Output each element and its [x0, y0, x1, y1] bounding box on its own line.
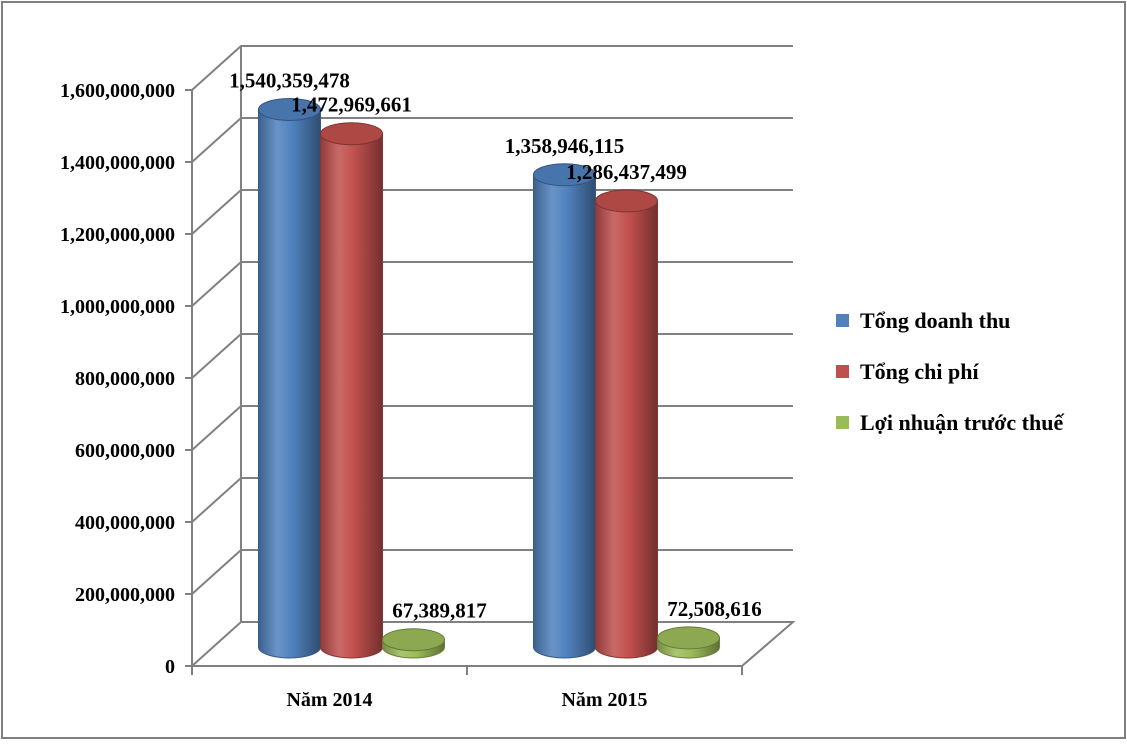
legend: Tổng doanh thu Tổng chi phí Lợi nhuận trướ… — [836, 308, 1064, 435]
bar-top — [258, 97, 321, 121]
y-tick-label: 0 — [165, 656, 175, 678]
y-tick-label: 600,000,000 — [75, 440, 175, 462]
data-label: 1,358,946,115 — [505, 134, 625, 158]
bar-top — [533, 163, 596, 187]
gridline — [191, 117, 793, 163]
bar-cylinder — [533, 163, 596, 659]
y-tick-label: 1,400,000,000 — [60, 152, 175, 174]
x-axis: Năm 2014 Năm 2015 — [191, 90, 743, 711]
y-tick-label: 1,000,000,000 — [60, 296, 175, 318]
floor-outline — [191, 621, 796, 667]
x-category-label: Năm 2014 — [286, 689, 372, 711]
legend-swatch — [836, 416, 849, 429]
bar-body — [595, 200, 658, 659]
legend-label: Tổng doanh thu — [860, 308, 1010, 333]
bar-cylinder — [320, 122, 383, 659]
y-tick-label: 200,000,000 — [75, 584, 175, 606]
y-tick-label: 1,200,000,000 — [60, 224, 175, 246]
data-label: 72,508,616 — [667, 597, 762, 621]
legend-swatch — [836, 365, 849, 378]
legend-swatch — [836, 314, 849, 327]
bar-top — [657, 626, 720, 650]
bar-cylinder — [382, 628, 445, 659]
y-tick-label: 800,000,000 — [75, 368, 175, 390]
bar-body — [258, 108, 321, 659]
bar-top — [595, 189, 658, 213]
data-label: 1,286,437,499 — [566, 160, 687, 184]
gridline — [191, 189, 793, 235]
y-axis-ticks: 0 200,000,000 400,000,000 600,000,000 800,00… — [60, 80, 192, 678]
bar-top — [320, 122, 383, 146]
gridline — [191, 45, 793, 91]
bars — [258, 97, 720, 659]
bar-top — [382, 628, 445, 652]
y-tick-label: 400,000,000 — [75, 512, 175, 534]
bar-body — [320, 133, 383, 659]
bar-cylinder — [258, 97, 321, 659]
bar-cylinder — [595, 189, 658, 659]
x-category-label: Năm 2015 — [561, 689, 647, 711]
y-tick-label: 1,600,000,000 — [60, 80, 175, 102]
data-label: 1,540,359,478 — [229, 68, 350, 92]
data-label: 67,389,817 — [392, 599, 487, 623]
data-label: 1,472,969,661 — [291, 93, 412, 117]
legend-label: Tổng chi phí — [860, 359, 979, 384]
bar-cylinder — [657, 626, 720, 659]
bar-body — [533, 174, 596, 659]
legend-label: Lợi nhuận trước thuế — [860, 410, 1064, 435]
